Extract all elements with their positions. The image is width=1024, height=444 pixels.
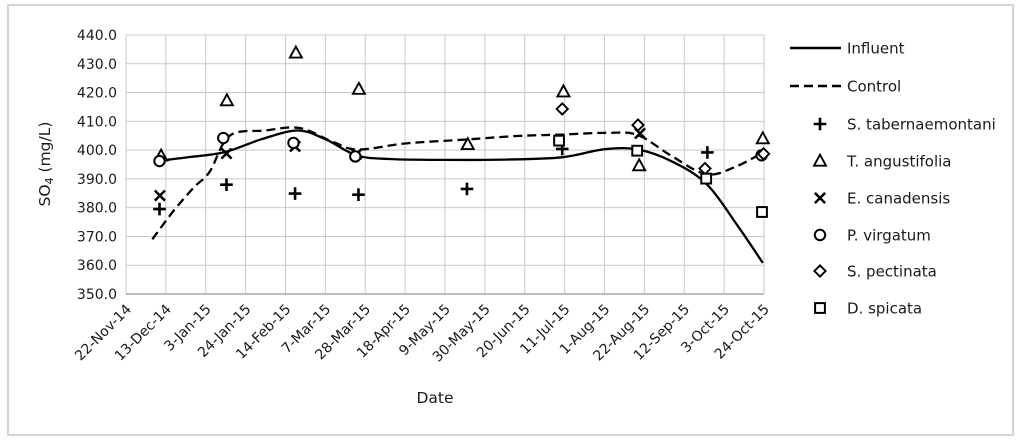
y-axis-tick-labels: 350.0 360.0 370.0 380.0 390.0 400.0 410.0 420.0…: [77, 28, 117, 303]
legend-item-control: Control: [790, 78, 901, 96]
legend-item-t-angustifolia: T. angustifolia: [812, 153, 952, 171]
svg-text:380.0: 380.0: [77, 201, 117, 217]
svg-text:350.0: 350.0: [77, 287, 117, 303]
svg-text:410.0: 410.0: [77, 114, 117, 130]
legend-item-s-tabernaemontani: S. tabernaemontani: [813, 116, 996, 134]
legend-item-e-canadensis: E. canadensis: [814, 190, 950, 208]
svg-text:370.0: 370.0: [77, 229, 117, 245]
series-s-pectinata: [555, 102, 771, 176]
legend-label: Influent: [847, 40, 905, 58]
legend-label: Control: [847, 78, 901, 96]
x-axis-title: Date: [416, 389, 453, 407]
series-t-angustifolia: [153, 44, 771, 172]
svg-text:360.0: 360.0: [77, 258, 117, 274]
legend-label: E. canadensis: [847, 190, 950, 208]
y-axis-title: SO4 (mg/L): [36, 122, 56, 207]
legend-item-influent: Influent: [790, 40, 905, 58]
svg-text:430.0: 430.0: [77, 57, 117, 73]
legend-item-d-spicata: D. spicata: [814, 300, 922, 318]
legend-item-p-virgatum: P. virgatum: [813, 227, 931, 245]
svg-text:420.0: 420.0: [77, 86, 117, 102]
legend: Influent Control S. tabernaemontani T. angu…: [790, 40, 996, 318]
legend-item-s-pectinata: S. pectinata: [813, 263, 937, 281]
legend-label: P. virgatum: [847, 227, 931, 245]
chart-frame-border: [7, 4, 1014, 436]
line-influent: [158, 129, 764, 264]
legend-label: D. spicata: [847, 300, 922, 318]
legend-label: S. tabernaemontani: [847, 116, 996, 134]
svg-text:400.0: 400.0: [77, 143, 117, 159]
svg-text:440.0: 440.0: [77, 28, 117, 44]
legend-label: S. pectinata: [847, 263, 937, 281]
line-control: [151, 126, 764, 240]
svg-text:390.0: 390.0: [77, 172, 117, 188]
legend-label: T. angustifolia: [846, 153, 952, 171]
series-d-spicata: [553, 134, 768, 218]
